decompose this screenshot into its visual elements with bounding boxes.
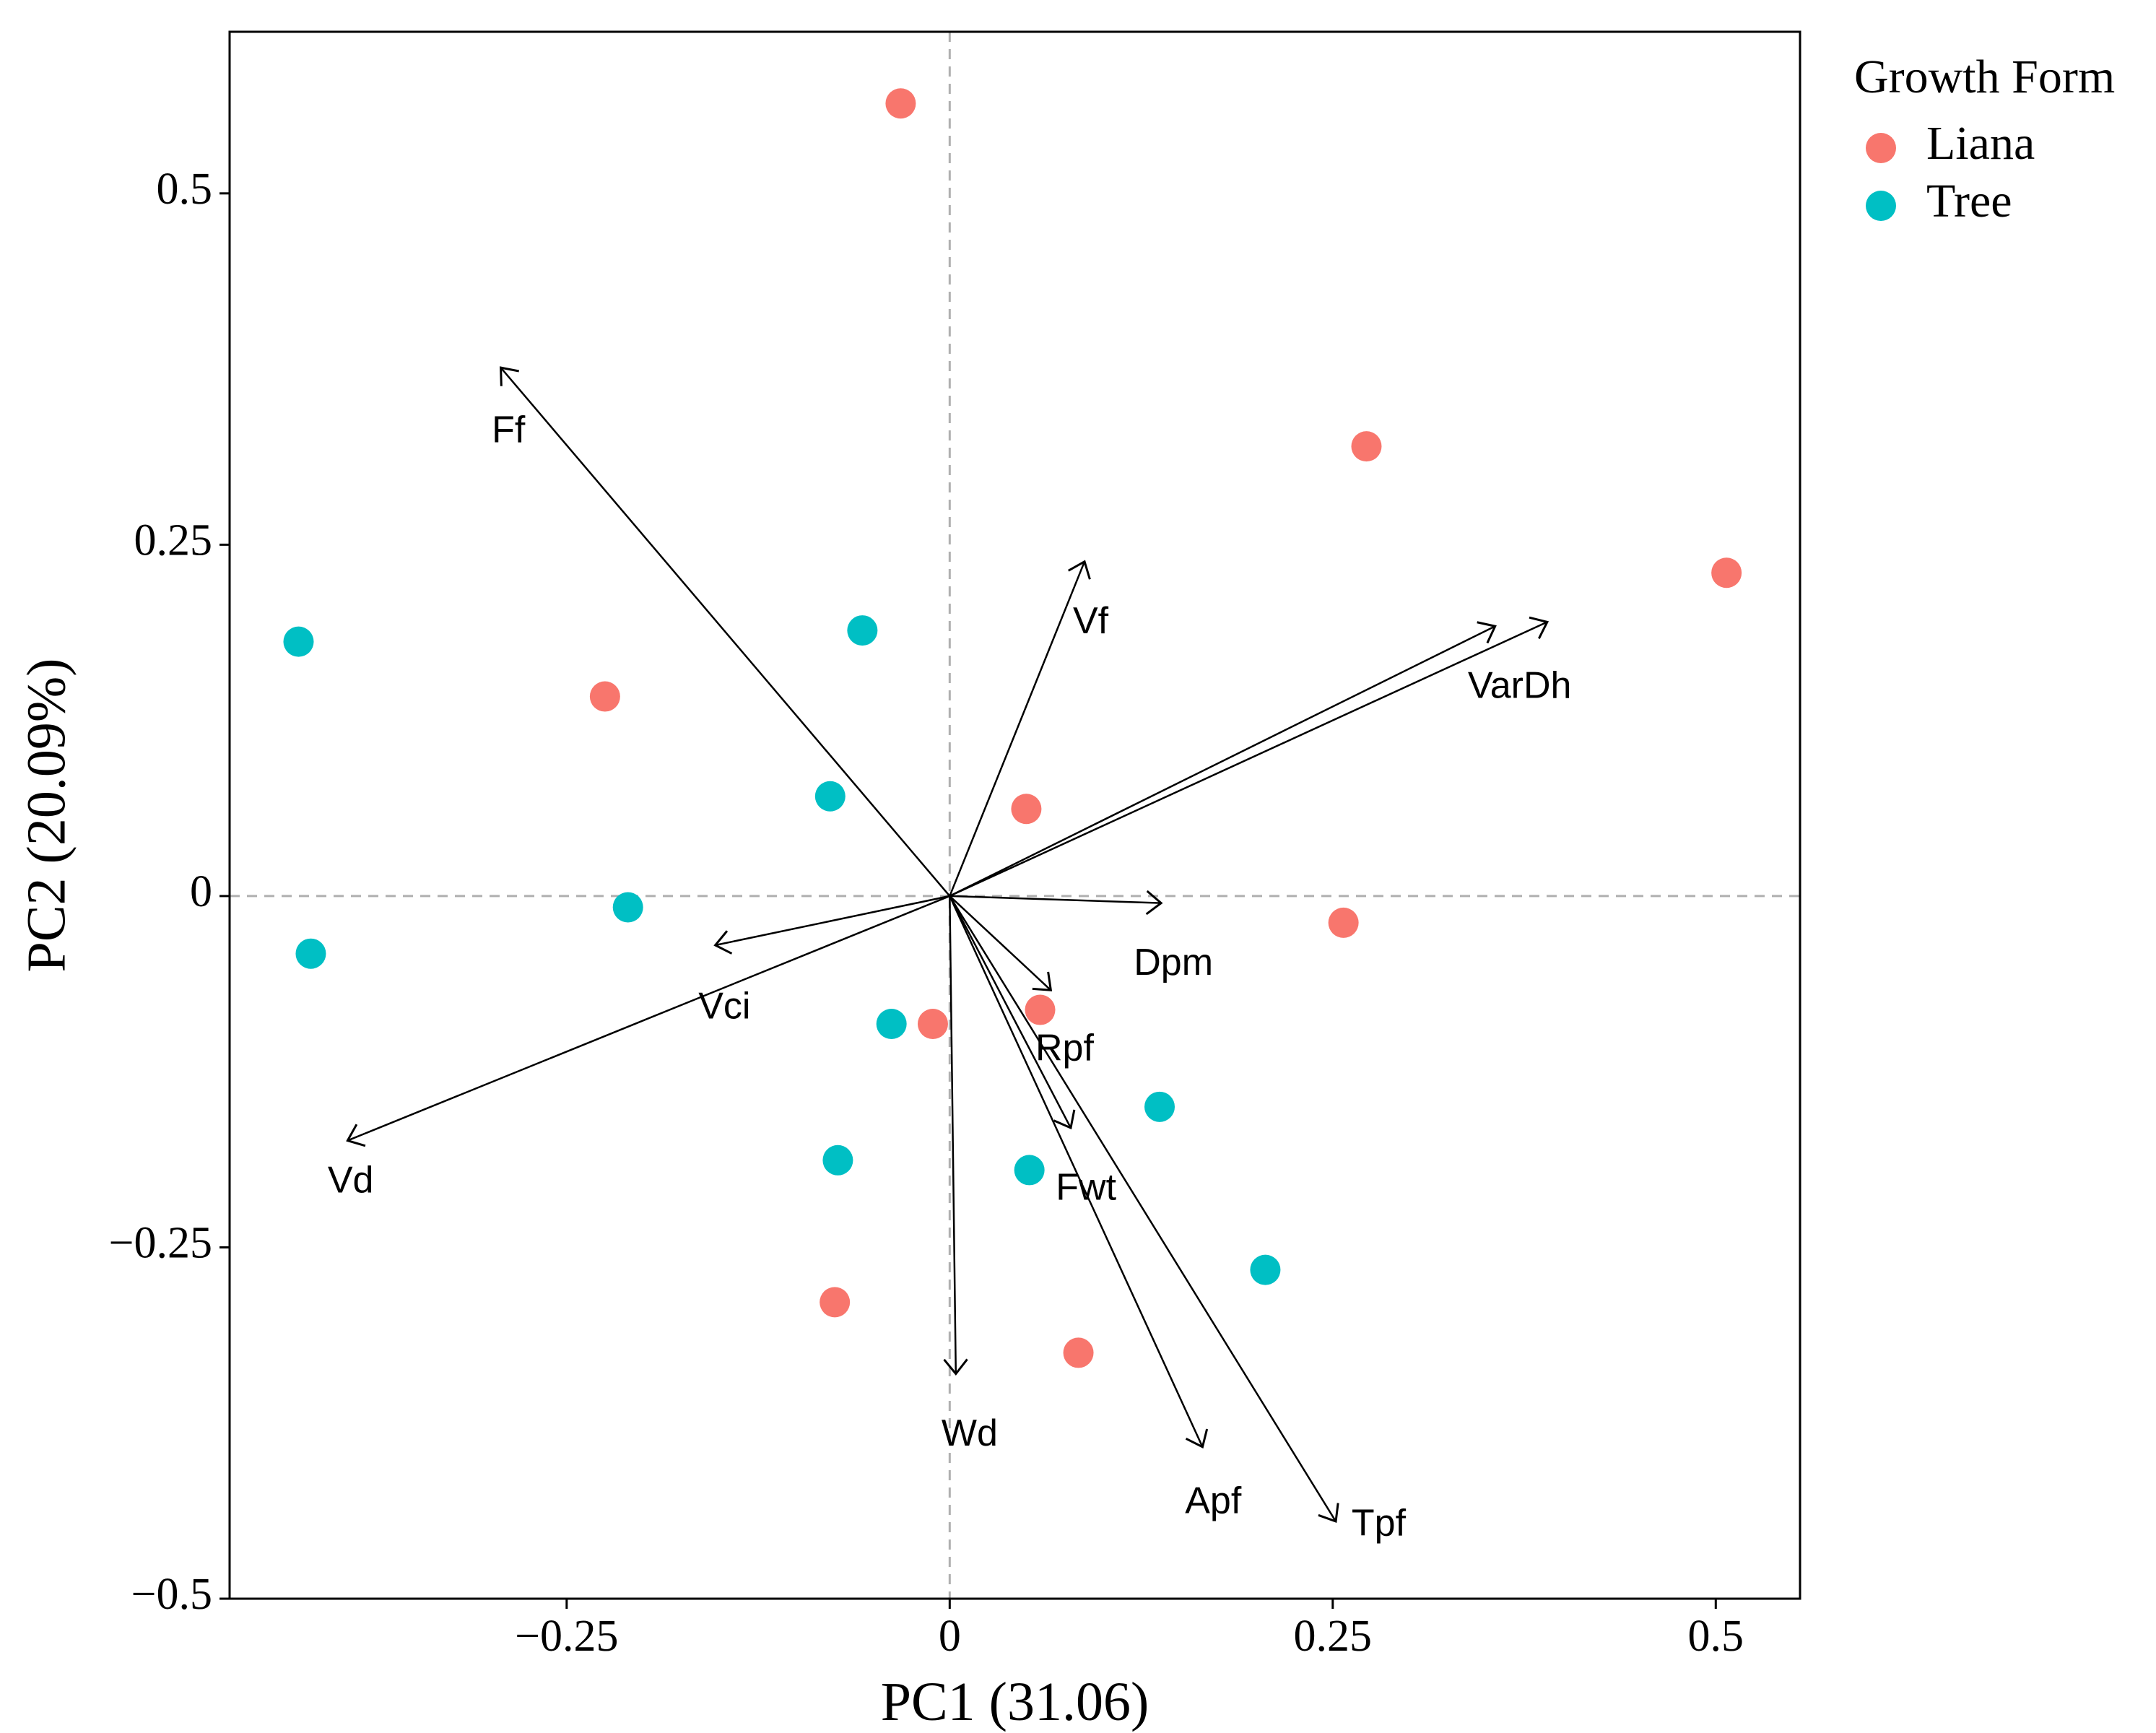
vector-arrow-fwt	[949, 895, 1076, 1130]
point-liana	[1063, 1337, 1094, 1368]
legend-key-liana	[1866, 133, 1896, 163]
point-tree	[814, 781, 846, 812]
vector-arrow-tpf	[949, 895, 1339, 1524]
vector-arrow-vd	[346, 895, 950, 1147]
point-liana	[917, 1009, 948, 1040]
vector-label-vardh: VarDh	[1468, 665, 1572, 707]
point-liana	[1328, 907, 1359, 938]
vector-label-vd: Vd	[328, 1160, 374, 1202]
vector-arrow-rpf	[949, 895, 1053, 991]
y-tick-label: 0.5	[157, 165, 213, 214]
point-tree	[1144, 1091, 1175, 1122]
point-liana	[885, 88, 916, 119]
point-tree	[876, 1009, 907, 1040]
point-tree	[612, 892, 643, 923]
vector-label-wd: Wd	[942, 1412, 998, 1454]
vector-arrow-dpm	[949, 890, 1163, 916]
y-tick-label: −0.25	[109, 1219, 212, 1268]
point-liana	[1351, 431, 1382, 462]
legend-key-tree	[1866, 191, 1896, 221]
vector-arrow-vf	[949, 560, 1091, 897]
vector-arrow-apf	[949, 895, 1209, 1448]
legend-label-liana: Liana	[1926, 117, 2035, 170]
point-tree	[1014, 1155, 1045, 1186]
y-tick-label: −0.5	[131, 1570, 212, 1619]
x-tick-label: 0.25	[1294, 1612, 1373, 1661]
vector-arrow-wd	[943, 895, 968, 1376]
vector-label-ff: Ff	[492, 409, 526, 451]
vector-label-tpf: Tpf	[1352, 1503, 1407, 1545]
vector-arrow-vardh	[949, 621, 1497, 898]
y-tick-label: 0.25	[134, 516, 213, 565]
x-tick-label: −0.25	[515, 1612, 618, 1661]
x-axis-title: PC1 (31.06)	[881, 1672, 1149, 1732]
vector-arrow-vardh	[949, 616, 1549, 898]
point-liana	[820, 1287, 851, 1318]
point-liana	[1011, 794, 1042, 825]
y-axis-title: PC2 (20.09%)	[16, 659, 77, 973]
vector-label-rpf: Rpf	[1035, 1028, 1094, 1069]
point-tree	[1250, 1254, 1281, 1285]
legend-label-tree: Tree	[1926, 175, 2012, 227]
vector-label-dpm: Dpm	[1134, 942, 1213, 983]
vector-arrow-ff	[500, 366, 951, 897]
legend-title: Growth Form	[1854, 51, 2115, 103]
vector-label-vf: Vf	[1073, 600, 1109, 642]
point-liana	[1711, 557, 1742, 588]
point-tree	[847, 615, 878, 646]
point-liana	[589, 681, 620, 712]
point-tree	[295, 938, 326, 969]
vector-label-vci: Vci	[698, 985, 750, 1027]
plot-border	[228, 30, 1801, 1600]
y-tick-label: 0	[190, 867, 212, 916]
vector-label-fwt: Fwt	[1056, 1166, 1116, 1208]
point-tree	[283, 626, 314, 657]
x-tick-label: 0.5	[1688, 1612, 1744, 1661]
point-liana	[1025, 994, 1056, 1025]
vector-arrow-vci	[713, 895, 950, 955]
point-tree	[822, 1145, 853, 1176]
vector-label-apf: Apf	[1185, 1480, 1242, 1521]
x-tick-label: 0	[939, 1612, 961, 1661]
